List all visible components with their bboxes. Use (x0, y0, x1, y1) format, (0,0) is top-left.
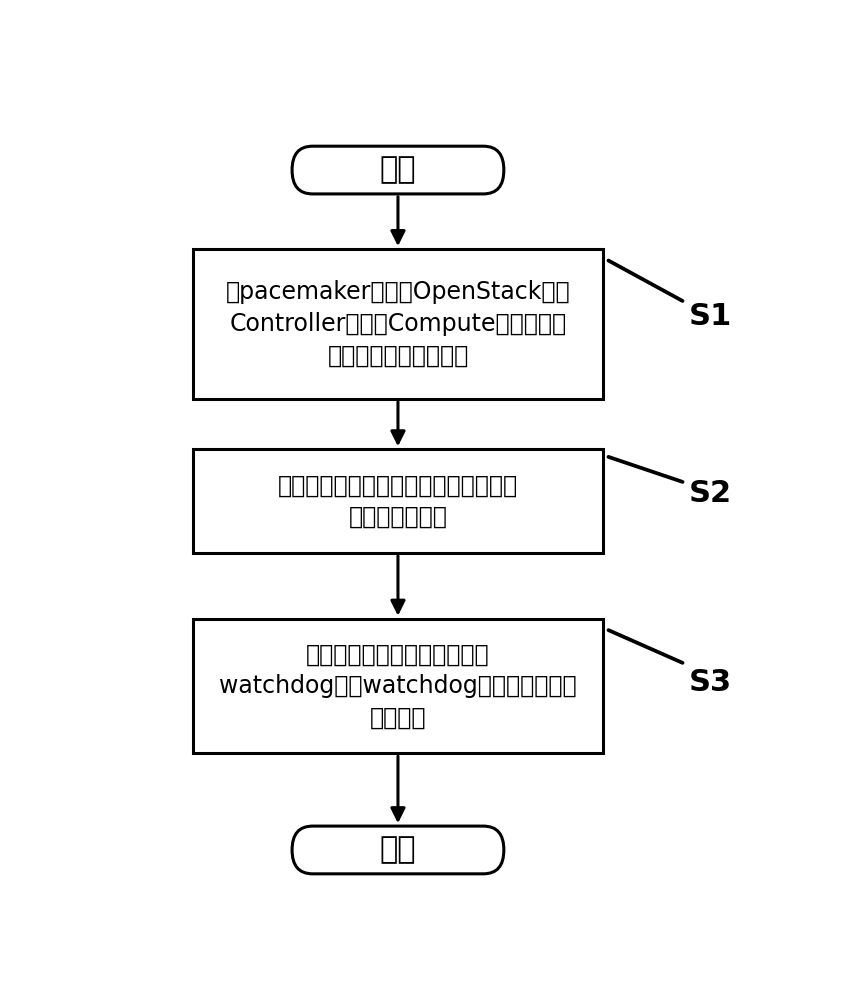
Text: 将pacemaker部署至OpenStack中的
Controller节点和Compute节点中，为
每个节点配置相应资源: 将pacemaker部署至OpenStack中的 Controller节点和Co… (225, 280, 570, 368)
Text: 结束: 结束 (380, 835, 415, 864)
Text: S1: S1 (688, 302, 732, 331)
Text: 开始: 开始 (380, 156, 415, 185)
FancyBboxPatch shape (292, 826, 503, 874)
FancyBboxPatch shape (193, 449, 602, 553)
FancyBboxPatch shape (193, 619, 602, 753)
Text: 在虚拟机的操作系统中，设置
watchdog，当watchdog无法连接时，重
建虚拟机: 在虚拟机的操作系统中，设置 watchdog，当watchdog无法连接时，重 … (219, 642, 576, 730)
FancyBboxPatch shape (193, 249, 602, 399)
Text: 节点故障后，选着指定的匹配节点重建
故障节点的业务: 节点故障后，选着指定的匹配节点重建 故障节点的业务 (277, 473, 518, 529)
FancyBboxPatch shape (292, 146, 503, 194)
Text: S2: S2 (688, 479, 731, 508)
Text: S3: S3 (688, 668, 731, 697)
